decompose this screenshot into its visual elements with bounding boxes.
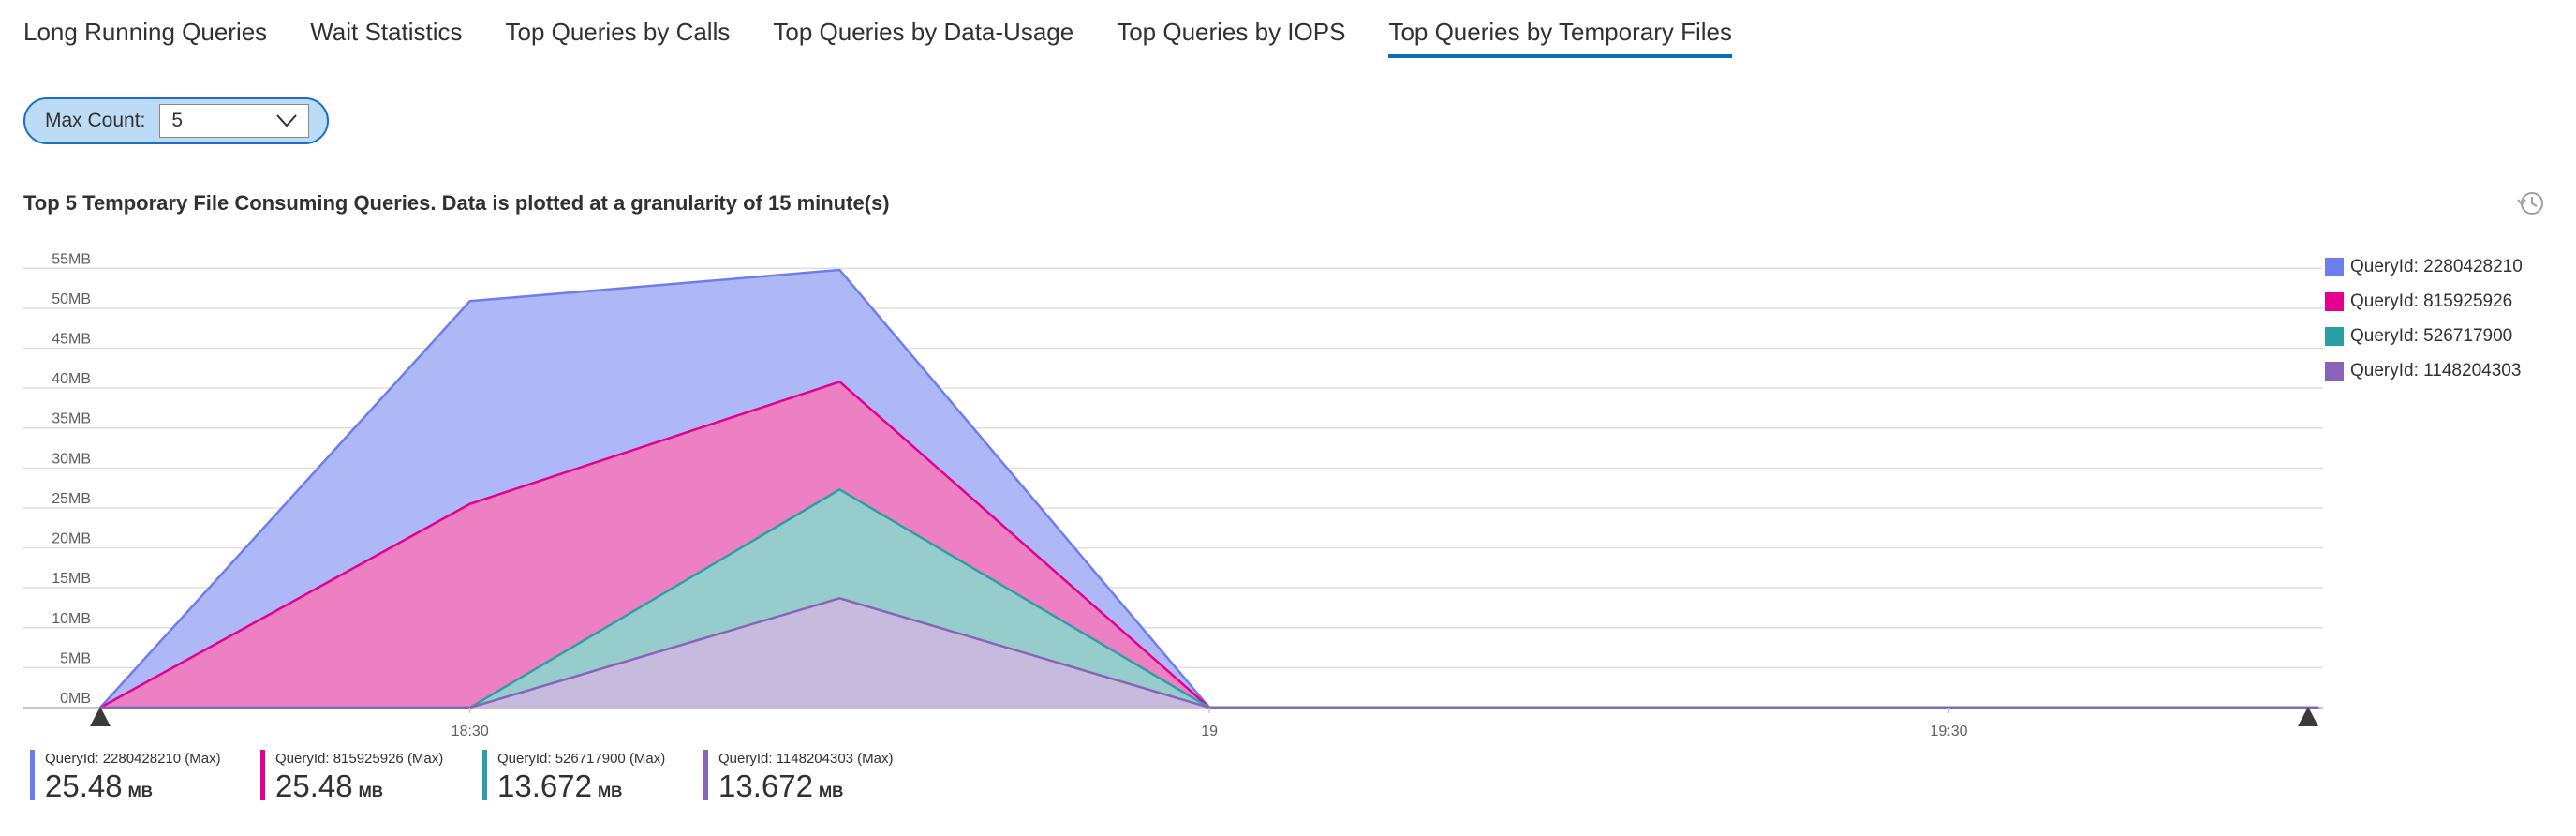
- tab-top-queries-by-data-usage[interactable]: Top Queries by Data-Usage: [773, 18, 1074, 46]
- summary-color-bar: [482, 750, 487, 800]
- y-tick-label: 55MB: [52, 251, 91, 267]
- series-area: [100, 598, 2319, 708]
- y-tick-label: 10MB: [52, 611, 91, 627]
- y-tick-label: 25MB: [52, 491, 91, 507]
- y-tick-label: 5MB: [60, 650, 91, 666]
- legend-swatch: [2325, 326, 2344, 346]
- summary-label: QueryId: 2280428210 (Max): [45, 751, 221, 767]
- max-count-filter: Max Count: 5: [23, 97, 329, 144]
- summary-color-bar: [260, 750, 265, 800]
- legend-label: QueryId: 1148204303: [2350, 360, 2522, 381]
- area-chart: 0MB 5MB 10MB 15MB 20MB 25MB 30MB 35MB 40MB 45MB 50…: [23, 251, 2323, 739]
- summary-item: QueryId: 815925926 (Max) 25.48 MB: [260, 750, 482, 810]
- y-tick-label: 50MB: [52, 291, 91, 307]
- y-tick-label: 0MB: [60, 691, 91, 707]
- y-tick-label: 15MB: [52, 571, 91, 587]
- legend-swatch: [2325, 257, 2344, 276]
- summary-label: QueryId: 1148204303 (Max): [718, 751, 894, 767]
- range-handle-left[interactable]: [90, 707, 111, 726]
- y-tick-label: 20MB: [52, 531, 91, 547]
- legend-label: QueryId: 815925926: [2350, 291, 2513, 311]
- chart-title: Top 5 Temporary File Consuming Queries. …: [23, 191, 890, 215]
- x-tick-label: 18:30: [452, 724, 489, 739]
- x-tick-label: 19:30: [1930, 724, 1967, 739]
- legend-item[interactable]: QueryId: 1148204303: [2325, 353, 2523, 388]
- legend-item[interactable]: QueryId: 526717900: [2325, 319, 2523, 353]
- x-tick-label: 19: [1201, 724, 1218, 739]
- tab-top-queries-by-iops[interactable]: Top Queries by IOPS: [1117, 18, 1346, 46]
- y-tick-label: 35MB: [52, 411, 91, 427]
- legend-label: QueryId: 526717900: [2350, 325, 2513, 346]
- summary-item: QueryId: 1148204303 (Max) 13.672 MB: [703, 750, 925, 810]
- chart-legend: QueryId: 2280428210 QueryId: 815925926 Q…: [2325, 249, 2523, 388]
- legend-swatch: [2325, 361, 2344, 381]
- summary-item: QueryId: 526717900 (Max) 13.672 MB: [482, 750, 703, 810]
- tab-wait-statistics[interactable]: Wait Statistics: [310, 18, 463, 46]
- y-tick-label: 40MB: [52, 371, 91, 387]
- history-icon[interactable]: [2516, 188, 2546, 218]
- summary-value: 13.672 MB: [497, 769, 623, 803]
- chart-summary: QueryId: 2280428210 (Max) 25.48 MB QueryI…: [30, 750, 925, 810]
- legend-item[interactable]: QueryId: 815925926: [2325, 284, 2523, 319]
- tab-long-running-queries[interactable]: Long Running Queries: [23, 18, 268, 46]
- summary-value: 13.672 MB: [718, 769, 844, 803]
- chevron-down-icon: [276, 114, 298, 127]
- summary-label: QueryId: 815925926 (Max): [275, 751, 444, 767]
- range-handle-right[interactable]: [2298, 707, 2318, 726]
- summary-value: 25.48 MB: [275, 769, 384, 803]
- max-count-dropdown[interactable]: 5: [159, 104, 310, 138]
- summary-color-bar: [30, 750, 35, 800]
- legend-swatch: [2325, 291, 2344, 311]
- tab-bar: Long Running Queries Wait Statistics Top…: [23, 0, 1775, 62]
- legend-item[interactable]: QueryId: 2280428210: [2325, 249, 2523, 284]
- legend-label: QueryId: 2280428210: [2350, 256, 2523, 276]
- summary-label: QueryId: 526717900 (Max): [497, 751, 666, 767]
- summary-item: QueryId: 2280428210 (Max) 25.48 MB: [30, 750, 260, 810]
- summary-color-bar: [703, 750, 708, 800]
- max-count-label: Max Count:: [45, 110, 146, 131]
- summary-value: 25.48 MB: [45, 769, 154, 803]
- y-tick-label: 30MB: [52, 451, 91, 467]
- tab-top-queries-by-temporary-files[interactable]: Top Queries by Temporary Files: [1388, 0, 1732, 58]
- max-count-value: 5: [171, 110, 184, 131]
- tab-top-queries-by-calls[interactable]: Top Queries by Calls: [505, 18, 731, 46]
- y-tick-label: 45MB: [52, 332, 91, 348]
